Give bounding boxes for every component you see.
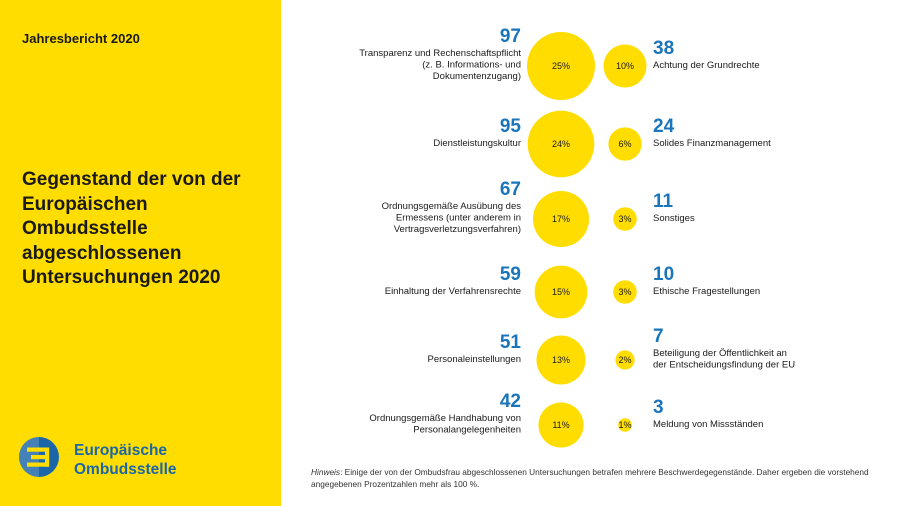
right-bubble-percent-2: 6% — [618, 139, 631, 149]
right-bubble-percent-1: 10% — [616, 61, 634, 71]
sidebar-panel: Jahresbericht 2020 Gegenstand der von de… — [0, 0, 281, 506]
right-label-1-line-1: Achtung der Grundrechte — [653, 60, 760, 71]
right-bubble-percent-3: 3% — [618, 214, 631, 224]
right-label-5-line-2: der Entscheidungsfindung der EU — [653, 360, 795, 371]
left-count-2: 95 — [500, 116, 522, 137]
page-title: Gegenstand der von der Europäischen Ombu… — [22, 169, 241, 288]
right-bubble-4 — [613, 280, 637, 304]
right-count-3: 11 — [653, 191, 674, 212]
logo-text-line1: Europäische — [74, 442, 168, 459]
left-count-4: 59 — [500, 264, 521, 285]
left-label-6-line-1: Ordnungsgemäße Handhabung von — [369, 413, 521, 424]
right-count-2: 24 — [653, 116, 675, 137]
footnote-prefix: Hinweis — [311, 467, 341, 477]
right-bubble-percent-4: 3% — [618, 287, 631, 297]
left-count-3: 67 — [500, 179, 521, 200]
left-bubble-percent-1: 25% — [552, 61, 570, 71]
right-bubble-1 — [603, 44, 647, 88]
right-label-4-line-1: Ethische Fragestellungen — [653, 286, 760, 297]
left-bubble-5 — [536, 335, 586, 385]
report-label: Jahresbericht 2020 — [22, 31, 140, 46]
left-bubble-percent-3: 17% — [552, 214, 570, 224]
footnote-text: : Einige der von der Ombudsfrau abgeschl… — [311, 467, 869, 489]
left-bubble-percent-4: 15% — [552, 287, 570, 297]
left-label-2-line-1: Dienstleistungskultur — [433, 138, 521, 149]
right-bubble-percent-6: 1% — [618, 420, 631, 430]
right-bubble-2 — [608, 127, 642, 161]
left-label-3-line-3: Vertragsverletzungsverfahren) — [394, 224, 521, 235]
left-bubble-6 — [538, 402, 584, 448]
right-label-5-line-1: Beteiligung der Öffentlichkeit an — [653, 348, 787, 359]
left-bubble-percent-5: 13% — [552, 355, 570, 365]
right-label-3-line-1: Sonstiges — [653, 213, 695, 224]
left-label-3-line-1: Ordnungsgemäße Ausübung des — [382, 201, 522, 212]
right-bubble-percent-5: 2% — [618, 355, 631, 365]
left-bubble-4 — [534, 265, 588, 319]
left-label-1-line-1: Transparenz und Rechenschaftspflicht — [359, 48, 521, 59]
left-label-3-line-2: Ermessens (unter anderem in — [396, 213, 521, 224]
right-bubble-5 — [615, 350, 635, 370]
logo-text: Europäische Ombudsstelle — [74, 441, 274, 479]
right-count-5: 7 — [653, 326, 664, 347]
right-count-4: 10 — [653, 264, 674, 285]
right-label-6-line-1: Meldung von Missständen — [653, 419, 763, 430]
european-ombudsman-logo-icon — [19, 437, 59, 477]
left-count-6: 42 — [500, 391, 521, 412]
left-label-4-line-1: Einhaltung der Verfahrensrechte — [385, 286, 521, 297]
left-count-1: 97 — [500, 26, 521, 47]
right-bubble-6 — [618, 418, 632, 432]
right-bubble-3 — [613, 207, 637, 231]
right-label-2-line-1: Solides Finanzmanagement — [653, 138, 771, 149]
right-count-6: 3 — [653, 397, 664, 418]
left-bubble-1 — [527, 32, 595, 100]
left-count-5: 51 — [500, 332, 522, 353]
left-label-1-line-2: (z. B. Informations- und — [422, 60, 521, 71]
left-label-6-line-2: Personalangelegenheiten — [413, 425, 521, 436]
left-bubble-percent-2: 24% — [552, 139, 570, 149]
footnote: Hinweis: Einige der von der Ombudsfrau a… — [311, 467, 871, 490]
left-label-1-line-3: Dokumentenzugang) — [433, 71, 521, 82]
left-label-5-line-1: Personaleinstellungen — [428, 354, 521, 365]
left-bubble-2 — [527, 110, 595, 178]
left-bubble-3 — [532, 190, 590, 248]
left-bubble-percent-6: 11% — [552, 420, 569, 430]
logo-text-line2: Ombudsstelle — [74, 461, 177, 478]
right-count-1: 38 — [653, 38, 674, 59]
